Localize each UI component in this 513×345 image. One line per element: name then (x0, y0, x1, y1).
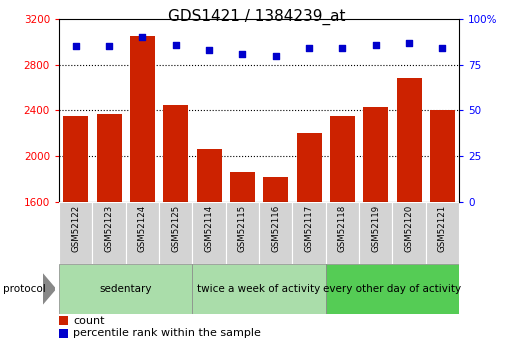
Bar (363, 107, 388, 202)
Text: GSM52119: GSM52119 (371, 205, 380, 252)
Bar (359, 202, 392, 264)
Point (271, 53, 280, 58)
Polygon shape (43, 274, 55, 304)
Bar (192, 264, 326, 314)
Bar (330, 116, 355, 202)
Bar (92, 202, 126, 264)
Bar (397, 78, 422, 202)
Text: GSM52115: GSM52115 (238, 205, 247, 252)
Point (138, 34, 146, 40)
Text: GSM52124: GSM52124 (138, 205, 147, 252)
Bar (59, 202, 92, 264)
Text: GDS1421 / 1384239_at: GDS1421 / 1384239_at (168, 9, 345, 25)
Bar (126, 202, 159, 264)
Text: GSM52117: GSM52117 (305, 205, 313, 252)
Bar (196, 149, 222, 202)
Bar (392, 202, 426, 264)
Text: GSM52121: GSM52121 (438, 205, 447, 252)
Text: percentile rank within the sample: percentile rank within the sample (73, 328, 261, 338)
Bar (159, 202, 192, 264)
Text: GSM52114: GSM52114 (205, 205, 213, 252)
Bar (163, 105, 188, 202)
Point (105, 43, 113, 49)
Text: every other day of activity: every other day of activity (323, 284, 462, 294)
Point (205, 47, 213, 53)
Text: GSM52123: GSM52123 (105, 205, 113, 252)
Bar (130, 36, 155, 202)
Bar (226, 202, 259, 264)
Point (371, 42, 380, 47)
Bar (326, 202, 359, 264)
Bar (230, 172, 255, 202)
Bar (259, 202, 292, 264)
Point (71, 43, 80, 49)
Bar (63, 116, 88, 202)
Text: GSM52118: GSM52118 (338, 205, 347, 252)
Text: GSM52125: GSM52125 (171, 205, 180, 252)
Point (305, 46, 313, 51)
Text: GSM52120: GSM52120 (405, 205, 413, 252)
Bar (263, 177, 288, 202)
Bar (426, 202, 459, 264)
Bar (192, 202, 226, 264)
Text: sedentary: sedentary (100, 284, 152, 294)
Text: twice a week of activity: twice a week of activity (198, 284, 321, 294)
Text: GSM52122: GSM52122 (71, 205, 80, 252)
Bar (96, 114, 122, 202)
Point (338, 46, 346, 51)
Point (438, 46, 446, 51)
Point (405, 40, 413, 46)
Point (171, 42, 180, 47)
Bar (292, 202, 326, 264)
Bar (297, 133, 322, 202)
Text: GSM52116: GSM52116 (271, 205, 280, 252)
Point (238, 51, 246, 57)
Bar (326, 264, 459, 314)
Bar (430, 110, 455, 202)
Bar (59, 264, 192, 314)
Text: protocol: protocol (3, 284, 45, 294)
Text: count: count (73, 316, 105, 326)
